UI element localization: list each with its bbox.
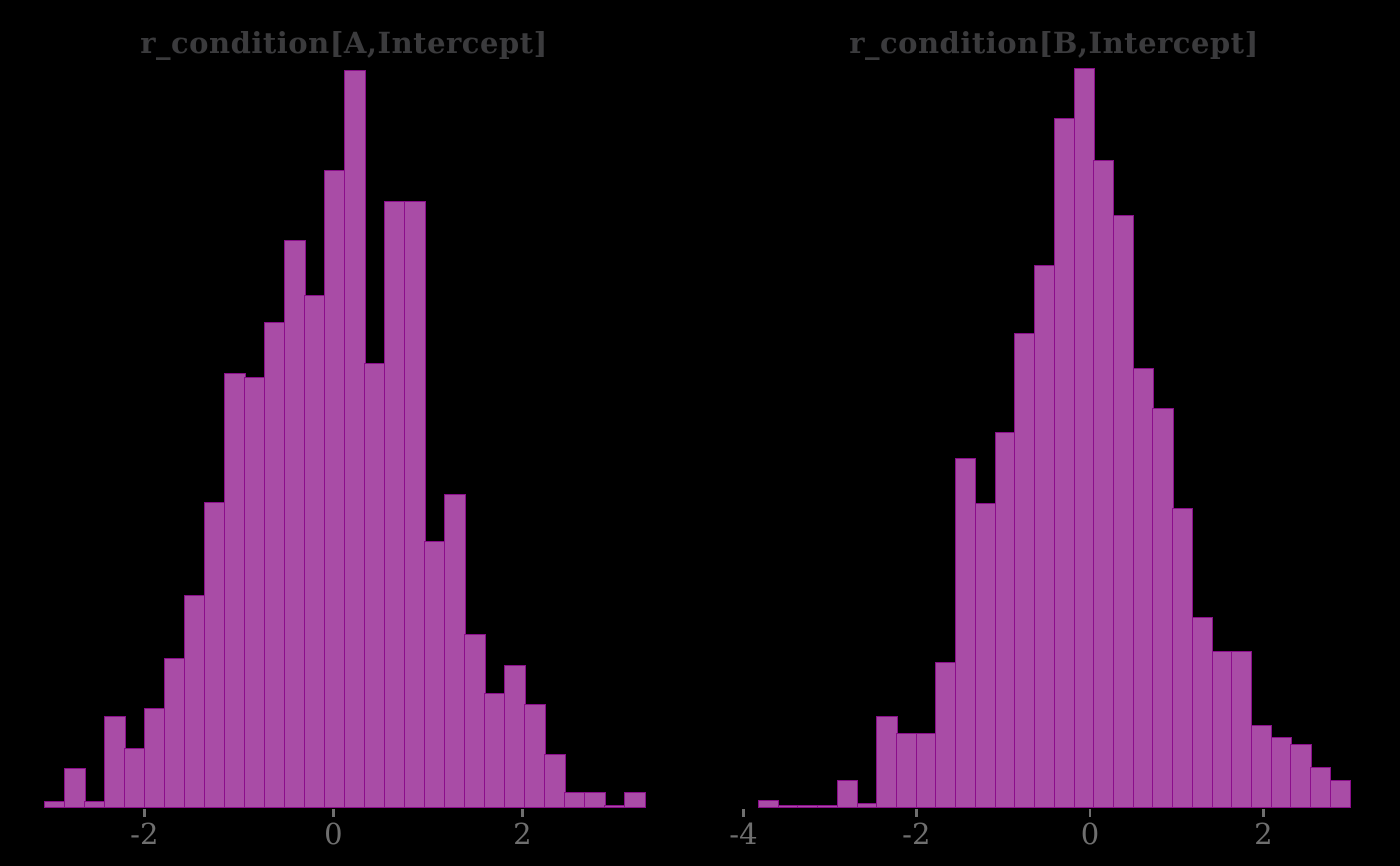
histogram-bar xyxy=(404,201,426,808)
histogram-bar xyxy=(1152,408,1174,808)
histogram-bar xyxy=(1073,68,1095,808)
histogram-bar xyxy=(758,800,780,808)
histogram-bar xyxy=(1093,160,1115,808)
histogram-bar xyxy=(264,322,286,808)
histogram-bar xyxy=(1270,737,1292,808)
histogram-bar xyxy=(817,805,839,808)
histogram-bar xyxy=(777,805,799,808)
histogram-bar xyxy=(935,662,957,808)
histogram-bar xyxy=(384,201,406,808)
histogram-bar xyxy=(836,780,859,808)
histogram-bar xyxy=(184,595,206,808)
histogram-bar xyxy=(974,503,997,808)
x-axis-tick-label: -2 xyxy=(902,817,931,851)
x-axis-tick-mark xyxy=(1262,809,1265,817)
histogram-bar xyxy=(856,803,878,808)
x-axis-tick-label: 0 xyxy=(324,817,343,851)
histogram-bar xyxy=(1290,744,1312,808)
histogram-bar xyxy=(896,733,918,808)
histogram-bar xyxy=(484,693,506,808)
histogram-bar xyxy=(1251,725,1273,808)
x-axis-tick-label: 0 xyxy=(1080,817,1100,851)
histogram-bar xyxy=(1211,651,1233,808)
histogram-bar xyxy=(564,792,586,808)
histogram-bar xyxy=(364,363,386,808)
x-axis-tick-mark xyxy=(332,809,335,817)
histogram-bar xyxy=(304,295,326,808)
x-axis-tick-mark xyxy=(915,809,918,817)
histogram-bar xyxy=(1329,780,1352,808)
histogram-bar xyxy=(444,494,466,808)
histogram-bar xyxy=(44,801,66,808)
histogram-bar xyxy=(1172,508,1194,808)
histogram-bar xyxy=(1053,118,1076,808)
histogram-bar xyxy=(604,805,626,808)
histogram-bar xyxy=(624,792,646,808)
histogram-bar xyxy=(284,240,306,808)
subplot-title-a: r_condition[A,Intercept] xyxy=(140,26,548,60)
histogram-bar xyxy=(1191,617,1214,808)
histogram-bar xyxy=(1034,265,1056,808)
x-axis-tick-mark xyxy=(521,809,524,817)
x-axis-tick-label: -4 xyxy=(729,817,758,851)
x-axis-tick-mark xyxy=(742,809,745,817)
histogram-bar xyxy=(224,373,246,808)
histogram-bar xyxy=(584,792,606,808)
histogram-bar xyxy=(64,768,86,808)
histogram-bar xyxy=(164,658,186,808)
histogram-bar xyxy=(1310,767,1332,808)
histogram-bar xyxy=(464,634,486,808)
histogram-bar xyxy=(915,733,937,808)
histogram-bar xyxy=(876,716,898,808)
histogram-bar xyxy=(144,708,166,808)
histogram-bar xyxy=(1231,651,1253,808)
x-axis-tick-mark xyxy=(1088,809,1092,817)
histogram-bar xyxy=(244,377,266,808)
x-axis-tick-label: -2 xyxy=(130,817,159,851)
histogram-bar xyxy=(1132,368,1154,808)
histogram-bar xyxy=(424,541,446,808)
histogram-bar xyxy=(994,432,1016,808)
histogram-bar xyxy=(124,748,146,808)
histogram-bar xyxy=(324,170,346,808)
histogram-bar xyxy=(84,801,106,808)
histogram-bar xyxy=(797,805,819,808)
subplot-title-b: r_condition[B,Intercept] xyxy=(849,26,1259,60)
histogram-bar xyxy=(1014,333,1036,808)
histogram-bar xyxy=(204,502,226,808)
histogram-bar xyxy=(955,458,977,808)
histogram-bar xyxy=(104,716,126,808)
histogram-bar xyxy=(524,704,546,808)
histogram-bar xyxy=(544,754,566,808)
histogram-bar xyxy=(1112,215,1135,808)
x-axis-tick-mark xyxy=(143,809,146,817)
x-axis-tick-label: 2 xyxy=(1254,817,1273,851)
x-axis-tick-label: 2 xyxy=(513,817,532,851)
histogram-bar xyxy=(344,70,366,808)
histogram-bar xyxy=(504,665,526,808)
